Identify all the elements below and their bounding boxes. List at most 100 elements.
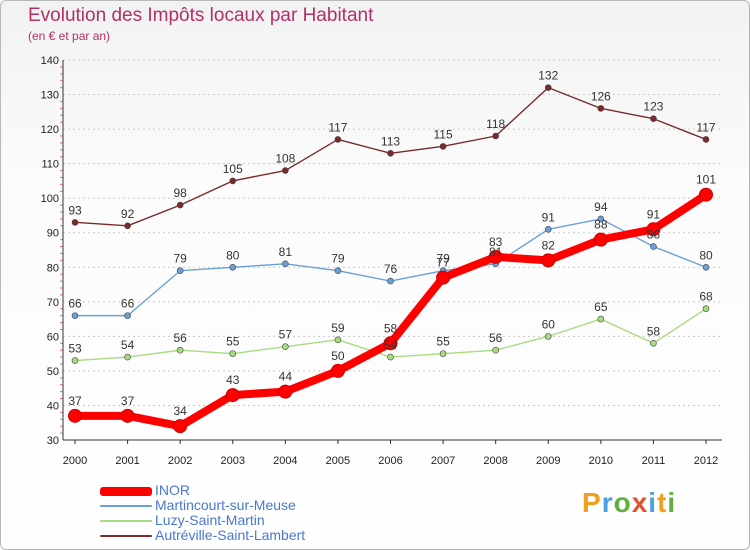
data-point-inor [330,363,345,378]
data-label-luzy-saint-martin: 54 [121,338,135,352]
legend-swatch [100,535,152,537]
y-tick-label: 90 [47,228,59,240]
data-point-inor [225,388,240,403]
data-point-luzy-saint-martin [439,350,447,357]
y-tick-label: 120 [41,124,59,136]
data-label-inor: 37 [121,394,135,408]
x-tick-label: 2001 [115,455,139,467]
data-point-autr-ville-saint-lambert [492,132,499,140]
data-label-inor: 91 [647,207,661,221]
legend-label: Luzy-Saint-Martin [155,512,265,528]
legend-label: Autréville-Saint-Lambert [155,527,306,543]
y-tick-label: 70 [47,297,59,309]
data-point-inor [541,253,556,268]
data-point-autr-ville-saint-lambert [597,105,605,112]
data-point-luzy-saint-martin [650,339,657,347]
data-label-luzy-saint-martin: 60 [542,317,556,331]
data-label-martincourt-sur-meuse: 66 [121,297,135,311]
data-label-martincourt-sur-meuse: 80 [699,248,713,262]
x-tick-label: 2006 [378,455,402,467]
data-label-inor: 44 [279,370,293,384]
data-point-inor [593,232,608,247]
data-label-autr-ville-saint-lambert: 108 [275,152,295,166]
series-line-autr-ville-saint-lambert [74,86,707,227]
data-label-autr-ville-saint-lambert: 113 [381,134,400,148]
data-label-inor: 50 [331,349,345,363]
data-point-luzy-saint-martin [229,350,237,357]
data-point-autr-ville-saint-lambert [71,219,79,226]
data-point-autr-ville-saint-lambert [229,177,237,185]
data-point-autr-ville-saint-lambert [124,222,131,230]
data-label-inor: 37 [68,394,82,408]
data-point-luzy-saint-martin [387,353,394,361]
legend-label: Martincourt-sur-Meuse [155,497,296,513]
data-point-inor [120,408,135,423]
data-point-autr-ville-saint-lambert [387,149,394,157]
data-label-autr-ville-saint-lambert: 123 [643,100,663,114]
data-label-martincourt-sur-meuse: 81 [489,245,503,259]
grid-lines [63,59,722,441]
logo-letter: r [601,487,614,518]
data-label-luzy-saint-martin: 55 [226,335,240,349]
data-label-martincourt-sur-meuse: 86 [647,228,661,242]
x-tick-label: 2002 [168,455,192,467]
x-tick-label: 2012 [694,455,718,467]
y-tick-label: 50 [47,366,59,378]
x-tick-label: 2005 [326,455,350,467]
data-label-luzy-saint-martin: 56 [489,331,503,345]
data-point-inor [278,384,293,399]
data-point-luzy-saint-martin [597,315,605,323]
data-point-autr-ville-saint-lambert [544,84,552,91]
data-point-luzy-saint-martin [544,333,552,340]
y-tick-label: 30 [47,435,59,447]
data-label-martincourt-sur-meuse: 91 [542,210,556,224]
data-point-martincourt-sur-meuse [71,312,79,319]
data-point-inor [699,187,713,202]
data-point-martincourt-sur-meuse [282,260,289,268]
data-label-martincourt-sur-meuse: 80 [226,248,240,262]
data-point-inor [173,419,188,434]
data-label-luzy-saint-martin: 65 [594,300,608,314]
x-tick-label: 2004 [273,455,297,467]
data-label-martincourt-sur-meuse: 94 [594,200,608,214]
chart-subtitle: (en € et par an) [28,29,111,43]
data-label-inor: 82 [542,238,556,252]
data-point-martincourt-sur-meuse [387,277,394,285]
data-point-inor [383,336,398,351]
data-label-luzy-saint-martin: 55 [436,335,450,349]
y-tick-label: 40 [47,400,59,412]
series-layer [68,84,713,434]
y-tick-label: 130 [41,90,59,102]
data-label-autr-ville-saint-lambert: 118 [486,117,505,131]
data-point-martincourt-sur-meuse [334,267,342,275]
data-label-inor: 77 [436,256,450,270]
data-label-autr-ville-saint-lambert: 98 [173,186,187,200]
data-point-martincourt-sur-meuse [229,263,237,271]
logo-letter: o [613,487,632,518]
data-label-martincourt-sur-meuse: 81 [279,245,293,259]
y-axis-ticks: 30 40 50 60 70 80 90 100 110 120 130 140 [41,55,59,447]
x-tick-label: 2010 [589,455,613,467]
data-label-martincourt-sur-meuse: 79 [173,252,187,266]
data-label-martincourt-sur-meuse: 76 [384,262,398,276]
data-point-autr-ville-saint-lambert [176,201,184,209]
data-point-autr-ville-saint-lambert [282,167,289,174]
data-label-luzy-saint-martin: 54 [384,338,398,352]
data-label-autr-ville-saint-lambert: 126 [591,89,611,103]
logo-letter: i [648,487,658,518]
chart-title: Evolution des Impôts locaux par Habitant [28,5,374,26]
data-point-inor [646,222,661,237]
data-label-martincourt-sur-meuse: 79 [331,252,345,266]
data-label-luzy-saint-martin: 59 [331,321,345,335]
data-label-autr-ville-saint-lambert: 117 [696,120,715,134]
data-point-martincourt-sur-meuse [702,263,710,271]
data-point-luzy-saint-martin [124,353,131,361]
logo-letter: P [582,487,602,518]
y-tick-label: 60 [47,331,59,343]
data-label-luzy-saint-martin: 58 [647,324,661,338]
data-label-inor: 101 [696,173,716,187]
data-point-inor [436,270,451,285]
y-tick-label: 100 [41,193,59,205]
